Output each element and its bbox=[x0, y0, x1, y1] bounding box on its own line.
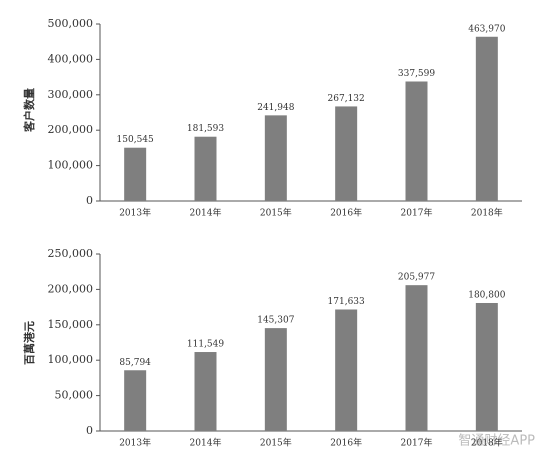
x-tick-label: 2015年 bbox=[260, 437, 292, 449]
y-tick-label: 100,000 bbox=[48, 353, 94, 366]
x-tick-label: 2017年 bbox=[401, 437, 433, 449]
y-axis-label: 百萬港元 bbox=[22, 321, 36, 365]
y-tick-label: 400,000 bbox=[48, 52, 94, 65]
y-tick-label: 150,000 bbox=[48, 318, 94, 331]
x-tick-label: 2018年 bbox=[471, 207, 503, 219]
y-tick-label: 250,000 bbox=[48, 247, 94, 260]
bar bbox=[264, 328, 287, 431]
bar bbox=[194, 136, 217, 201]
data-label: 85,794 bbox=[119, 358, 151, 368]
bar bbox=[335, 106, 358, 201]
y-tick-label: 200,000 bbox=[48, 282, 94, 295]
bar bbox=[475, 302, 498, 431]
y-tick-label: 300,000 bbox=[48, 88, 94, 101]
data-label: 145,307 bbox=[257, 316, 294, 326]
watermark: 智通财经APP bbox=[458, 434, 535, 449]
y-tick-label: 0 bbox=[86, 194, 93, 207]
bar bbox=[335, 309, 358, 431]
x-tick-label: 2017年 bbox=[401, 207, 433, 219]
data-label: 241,948 bbox=[257, 103, 294, 113]
y-tick-label: 200,000 bbox=[48, 123, 94, 136]
x-tick-label: 2018年 bbox=[471, 437, 503, 449]
y-tick-label: 50,000 bbox=[55, 389, 94, 402]
y-axis-label: 客户数量 bbox=[22, 88, 36, 133]
data-label: 180,800 bbox=[468, 290, 505, 300]
x-tick-label: 2016年 bbox=[330, 437, 362, 449]
bar bbox=[124, 147, 147, 201]
x-tick-label: 2015年 bbox=[260, 207, 292, 219]
bar bbox=[194, 352, 217, 431]
bar bbox=[475, 36, 498, 201]
data-label: 150,545 bbox=[117, 135, 154, 145]
x-tick-label: 2016年 bbox=[330, 207, 362, 219]
bar bbox=[124, 370, 147, 431]
x-tick-label: 2013年 bbox=[119, 437, 151, 449]
data-label: 181,593 bbox=[187, 124, 224, 134]
data-label: 111,549 bbox=[187, 340, 224, 350]
x-tick-label: 2013年 bbox=[119, 207, 151, 219]
data-label: 171,633 bbox=[328, 297, 365, 307]
y-tick-label: 500,000 bbox=[48, 17, 94, 30]
data-label: 463,970 bbox=[468, 24, 505, 34]
bar bbox=[405, 285, 428, 431]
x-tick-label: 2014年 bbox=[190, 207, 222, 219]
data-label: 267,132 bbox=[328, 94, 365, 104]
bar bbox=[264, 115, 287, 201]
data-label: 337,599 bbox=[398, 69, 435, 79]
y-tick-label: 0 bbox=[86, 424, 93, 437]
bar bbox=[405, 81, 428, 201]
y-tick-label: 100,000 bbox=[48, 159, 94, 172]
x-tick-label: 2014年 bbox=[190, 437, 222, 449]
data-label: 205,977 bbox=[398, 273, 435, 283]
